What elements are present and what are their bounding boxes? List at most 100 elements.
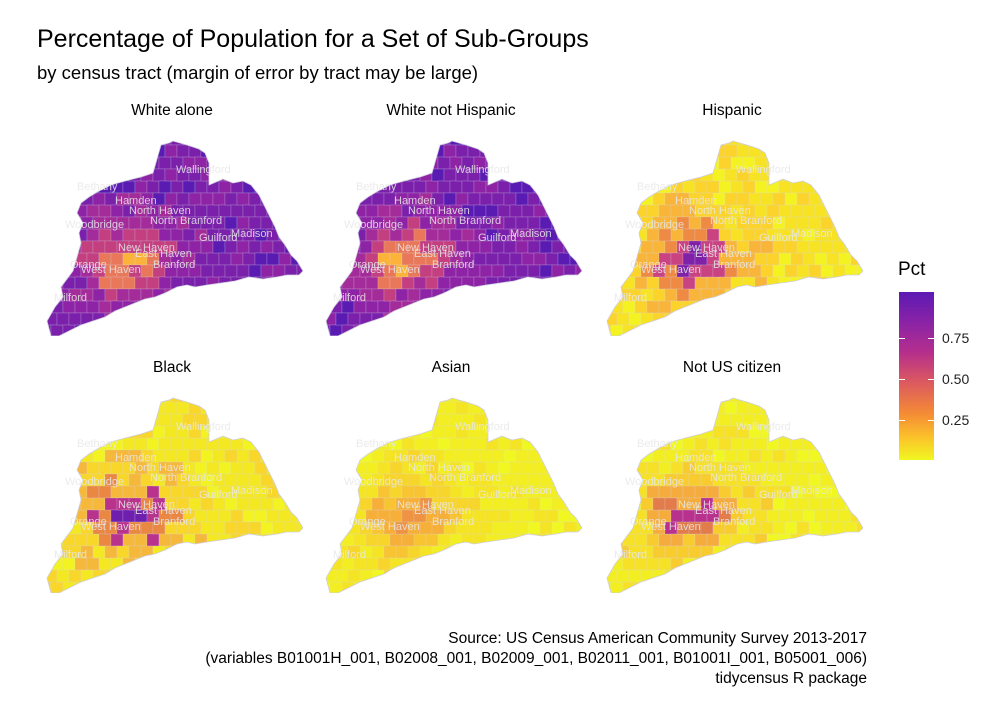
census-tract [491, 312, 505, 326]
census-tract [485, 398, 499, 403]
census-tract [754, 180, 768, 194]
census-tract [236, 401, 250, 415]
census-tract [200, 545, 214, 559]
census-tract [260, 144, 274, 158]
census-tract [249, 378, 261, 390]
census-tract [742, 557, 756, 571]
census-tract [736, 312, 750, 326]
census-tract [341, 398, 355, 403]
census-tract [296, 425, 303, 439]
census-tract [473, 437, 487, 451]
census-tract [725, 378, 737, 390]
census-tract [607, 180, 612, 194]
census-tract [236, 240, 250, 254]
legend: Pct 0.75 0.50 0.25 [897, 258, 987, 468]
census-tract [98, 324, 112, 336]
census-tract [105, 121, 117, 133]
census-tract [670, 156, 684, 170]
census-tract [664, 312, 678, 326]
census-tract [302, 141, 303, 146]
census-tract [206, 509, 220, 523]
panel-not-us-citizen: Not US citizen Wallingford Bethany Hamden N… [597, 358, 867, 596]
census-tract [515, 264, 529, 278]
census-tract [326, 264, 337, 278]
town-label: West Haven [360, 521, 420, 533]
census-tract [128, 569, 142, 583]
census-tract [658, 581, 672, 593]
census-tract [413, 413, 427, 427]
census-tract [622, 204, 636, 218]
census-tract [353, 156, 367, 170]
census-tract [290, 533, 303, 547]
census-tract [521, 533, 535, 547]
census-tract [329, 252, 343, 266]
census-tract [706, 581, 720, 593]
census-tract [56, 425, 70, 439]
census-tract [153, 121, 165, 133]
census-tract [425, 180, 439, 194]
census-tract [802, 509, 816, 523]
census-tract [790, 533, 804, 547]
census-tract [479, 144, 493, 158]
census-tract [694, 141, 708, 146]
census-tract [563, 401, 577, 415]
census-tract [533, 156, 547, 170]
census-tract [742, 485, 756, 499]
census-tract [778, 509, 792, 523]
census-tract [694, 413, 708, 427]
census-tract [533, 141, 547, 146]
census-tract [509, 324, 523, 336]
census-tract [347, 425, 361, 439]
census-tract [521, 324, 535, 336]
census-tract [278, 276, 292, 290]
census-tract [658, 413, 672, 427]
census-tract [336, 121, 348, 133]
census-tract [521, 461, 535, 475]
census-tract [110, 300, 124, 314]
census-tract [206, 557, 220, 571]
census-tract [658, 141, 672, 146]
census-tract [742, 228, 756, 242]
census-tract [533, 300, 547, 314]
census-tract [597, 121, 605, 133]
census-tract [509, 398, 523, 403]
census-tract [68, 144, 82, 158]
census-tract [844, 569, 858, 583]
census-tract [664, 144, 678, 158]
census-tract [437, 180, 451, 194]
census-tract [784, 449, 798, 463]
census-tract [47, 413, 52, 427]
legend-colorbar [899, 292, 934, 460]
census-tract [365, 156, 379, 170]
census-tract [634, 398, 648, 403]
census-tract [128, 216, 142, 230]
census-tract [365, 461, 379, 475]
census-tract [182, 533, 196, 547]
census-tract [461, 581, 475, 593]
census-tract [772, 545, 786, 559]
census-tract [610, 437, 624, 451]
census-tract [213, 121, 225, 133]
census-tract [81, 121, 93, 133]
census-tract [116, 312, 130, 326]
census-tract [862, 276, 863, 290]
census-tract [605, 378, 617, 390]
census-tract [551, 144, 565, 158]
census-tract [206, 276, 220, 290]
census-tract [850, 509, 863, 523]
census-tract [802, 141, 816, 146]
census-tract [694, 533, 708, 547]
census-tract [230, 276, 244, 290]
census-tract [515, 497, 529, 511]
census-tract [353, 276, 367, 290]
census-tract [134, 324, 148, 336]
census-tract [736, 288, 750, 302]
census-tract [575, 264, 582, 278]
census-tract [37, 402, 45, 414]
census-tract [260, 264, 274, 278]
census-tract [718, 180, 732, 194]
census-tract [682, 276, 696, 290]
census-tract [622, 533, 636, 547]
